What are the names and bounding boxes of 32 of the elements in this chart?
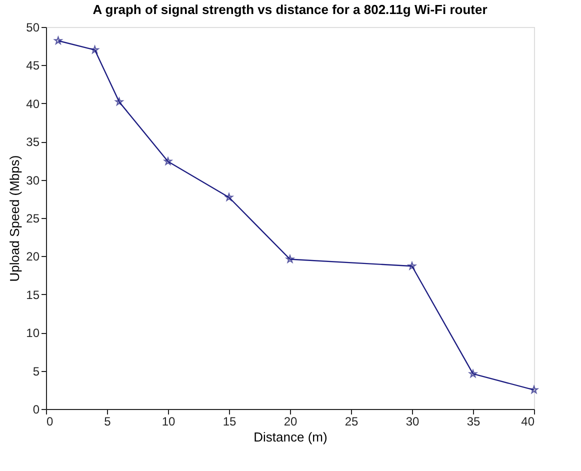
y-tick-label: 15 [26,288,40,302]
point [90,46,99,54]
point [115,98,124,106]
x-tick-label: 10 [162,414,176,428]
x-tick-label: 5 [104,414,112,428]
point [469,370,477,378]
y-tick-label: 45 [26,58,40,73]
x-tick-label: 40 [521,414,535,428]
y-tick-label: 10 [26,326,40,340]
y-axis-title: Upload Speed (Mbps) [7,155,22,282]
point [408,262,416,270]
y-tick-label: 35 [26,135,40,150]
y-tick-label: 5 [32,364,40,378]
x-tick-label: 0 [46,414,54,428]
y-tick-label: 40 [26,96,40,111]
point [164,157,172,165]
x-tick-label: 25 [344,414,358,428]
point [54,36,62,44]
x-tick-label: 30 [406,414,420,428]
x-tick-label: 35 [466,414,480,428]
chart-title: A graph of signal strength vs distance for a 802.11g Wi-Fi router [92,2,488,17]
x-tick-label: 15 [222,414,236,428]
y-tick-label: 20 [26,250,40,264]
point [225,193,233,201]
x-tick-label: 20 [284,414,298,428]
y-tick-label: 50 [26,20,40,34]
point [286,255,294,263]
y-tick-label: 0 [32,402,40,416]
y-tick-label: 25 [26,212,40,226]
y-tick-label: 30 [26,173,40,188]
point [530,386,538,394]
x-axis-title: Distance (m) [254,430,328,444]
